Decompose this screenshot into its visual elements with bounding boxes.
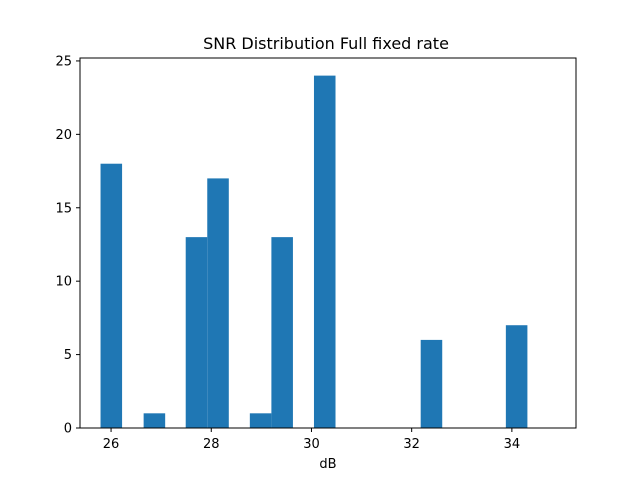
x-tick-label: 28: [203, 437, 220, 452]
histogram-bar-3: [207, 178, 229, 428]
y-tick-label: 15: [55, 201, 72, 216]
x-tick-label: 26: [103, 437, 120, 452]
histogram-bar-2: [185, 237, 208, 428]
x-axis: 26 28 30 32 34: [103, 428, 520, 452]
histogram-bar-6: [313, 75, 336, 429]
histogram-bar-8: [505, 325, 528, 428]
y-tick-label: 0: [64, 422, 72, 437]
y-tick-label: 5: [64, 348, 72, 363]
histogram-bar-4: [249, 413, 272, 428]
histogram-bar-7: [420, 339, 443, 428]
y-tick-label: 20: [55, 128, 72, 143]
histogram-bar-1: [143, 413, 166, 428]
bars-layer: [100, 75, 528, 429]
y-tick-label: 10: [55, 275, 72, 290]
y-axis: 0 5 10 15 20 25: [55, 54, 80, 437]
plot-frame: [79, 57, 577, 429]
x-tick-label: 30: [303, 437, 320, 452]
x-axis-label: dB: [319, 457, 336, 472]
x-tick-label: 32: [403, 437, 420, 452]
chart-title: SNR Distribution Full fixed rate: [203, 34, 449, 53]
x-tick-label: 34: [504, 437, 521, 452]
y-tick-label: 25: [55, 54, 72, 69]
histogram-bar-0: [100, 163, 123, 428]
histogram-bar-5: [271, 237, 293, 428]
